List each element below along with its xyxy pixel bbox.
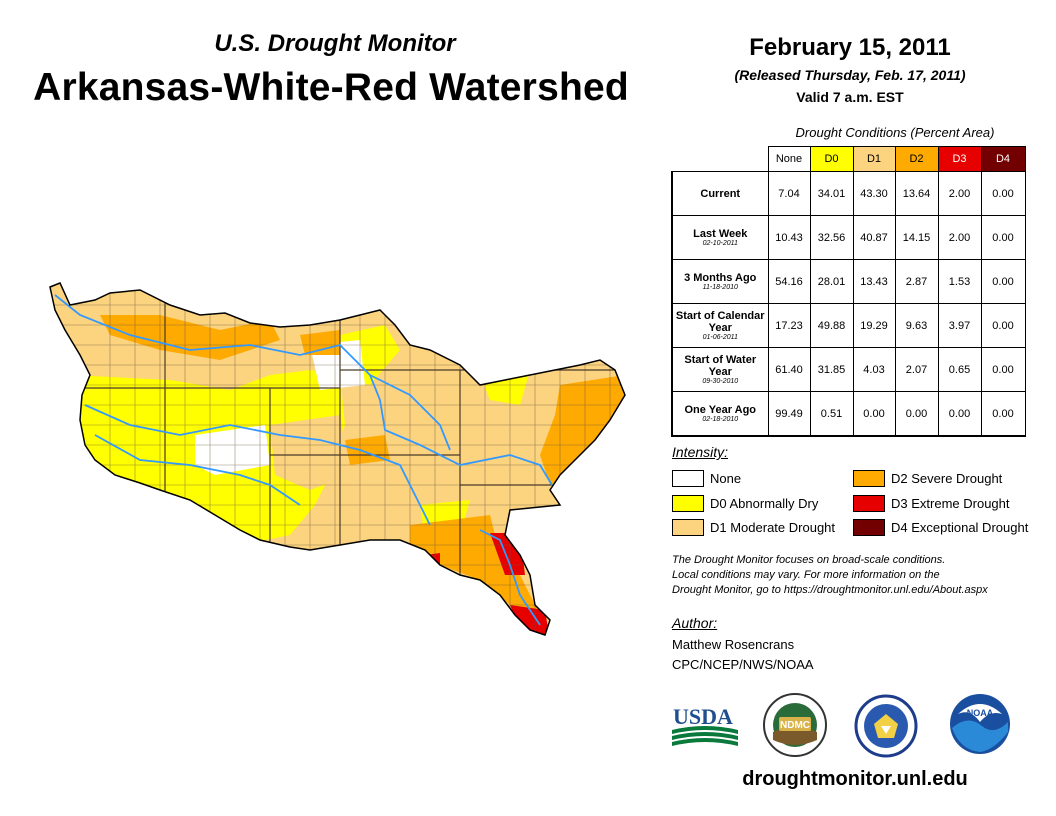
map-subtitle: U.S. Drought Monitor: [214, 30, 456, 57]
table-cell: 13.43: [852, 259, 896, 304]
table-cell: 0.00: [980, 347, 1026, 392]
table-cell: 3.97: [937, 303, 982, 348]
table-cell: 14.15: [894, 215, 939, 260]
table-cell: 49.88: [809, 303, 854, 348]
table-cell: 2.00: [937, 215, 982, 260]
table-cell: 34.01: [809, 171, 854, 216]
table-cell: 0.00: [980, 259, 1026, 304]
website-url[interactable]: droughtmonitor.unl.edu: [742, 768, 968, 790]
table-cell: 13.64: [894, 171, 939, 216]
drought-conditions-table: None D0 D1 D2 D3 D4 Current 7.04 34.01 4…: [671, 146, 1026, 437]
table-cell: 2.07: [894, 347, 939, 392]
table-row: One Year Ago 02-18-2010 99.49 0.51 0.00 0…: [671, 391, 1026, 437]
legend-swatch: [853, 470, 885, 488]
row-label: Current: [671, 171, 769, 216]
noaa-logo: NOAA: [950, 694, 1010, 754]
disclaimer-note: The Drought Monitor focuses on broad-sca…: [672, 554, 988, 596]
row-label: Last Week 02-10-2011: [671, 215, 769, 260]
legend-swatch: [672, 519, 704, 537]
author-heading: Author:: [672, 615, 718, 631]
legend-item-d3: D3 Extreme Drought: [853, 495, 1010, 513]
table-cell: 10.43: [767, 215, 811, 260]
usda-logo: USDA: [672, 704, 738, 746]
table-cell: 0.00: [852, 391, 896, 437]
table-cell: 4.03: [852, 347, 896, 392]
ndmc-logo-text: NDMC: [780, 720, 810, 731]
table-cell: 32.56: [809, 215, 854, 260]
table-cell: 31.85: [809, 347, 854, 392]
legend-swatch: [672, 495, 704, 513]
author-organization: CPC/NCEP/NWS/NOAA: [672, 657, 814, 672]
column-header: None: [767, 146, 811, 172]
table-cell: 0.00: [937, 391, 982, 437]
table-row: 3 Months Ago 11-18-2010 54.16 28.01 13.43…: [671, 259, 1026, 304]
table-cell: 9.63: [894, 303, 939, 348]
column-header: D4: [980, 146, 1026, 172]
table-cell: 61.40: [767, 347, 811, 392]
table-cell: 0.51: [809, 391, 854, 437]
table-cell: 17.23: [767, 303, 811, 348]
row-label: Start of Water Year 09-30-2010: [671, 347, 769, 392]
table-row: Last Week 02-10-2011 10.43 32.56 40.87 14…: [671, 215, 1026, 260]
table-cell: 2.00: [937, 171, 982, 216]
table-cell: 7.04: [767, 171, 811, 216]
usda-logo-text: USDA: [673, 704, 733, 729]
legend-item-none: None: [672, 470, 741, 488]
map-title: Arkansas-White-Red Watershed: [33, 66, 629, 109]
noaa-logo-text: NOAA: [967, 708, 994, 718]
table-header-row: None D0 D1 D2 D3 D4: [672, 146, 1026, 172]
legend-title: Intensity:: [672, 444, 729, 460]
table-cell: 28.01: [809, 259, 854, 304]
row-label: One Year Ago 02-18-2010: [671, 391, 769, 437]
table-row: Start of Calendar Year 01-06-2011 17.23 4…: [671, 303, 1026, 348]
legend-item-d4: D4 Exceptional Drought: [853, 519, 1028, 537]
table-cell: 43.30: [852, 171, 896, 216]
table-cell: 0.00: [980, 215, 1026, 260]
table-cell: 0.00: [980, 303, 1026, 348]
table-cell: 40.87: [852, 215, 896, 260]
ndmc-logo: NDMC: [763, 693, 827, 757]
table-cell: 0.65: [937, 347, 982, 392]
column-header: D2: [894, 146, 939, 172]
table-cell: 2.87: [894, 259, 939, 304]
map-date: February 15, 2011: [749, 34, 951, 61]
row-label: Start of Calendar Year 01-06-2011: [671, 303, 769, 348]
commerce-seal-logo: [854, 694, 918, 758]
table-cell: 0.00: [894, 391, 939, 437]
legend-swatch: [853, 519, 885, 537]
legend-item-d0: D0 Abnormally Dry: [672, 495, 818, 513]
row-label: 3 Months Ago 11-18-2010: [671, 259, 769, 304]
table-row: Current 7.04 34.01 43.30 13.64 2.00 0.00: [671, 171, 1026, 216]
table-cell: 0.00: [980, 171, 1026, 216]
valid-time: Valid 7 a.m. EST: [796, 89, 904, 105]
table-cell: 19.29: [852, 303, 896, 348]
legend-swatch: [853, 495, 885, 513]
column-header: D1: [852, 146, 896, 172]
table-cell: 1.53: [937, 259, 982, 304]
release-date: (Released Thursday, Feb. 17, 2011): [734, 67, 966, 83]
legend-item-d1: D1 Moderate Drought: [672, 519, 835, 537]
table-cell: 0.00: [980, 391, 1026, 437]
table-row: Start of Water Year 09-30-2010 61.40 31.8…: [671, 347, 1026, 392]
table-cell: 54.16: [767, 259, 811, 304]
column-header: D3: [937, 146, 982, 172]
watershed-map: [49, 282, 626, 636]
legend-swatch: [672, 470, 704, 488]
table-cell: 99.49: [767, 391, 811, 437]
author-name: Matthew Rosencrans: [672, 637, 795, 652]
column-header: D0: [809, 146, 854, 172]
table-caption: Drought Conditions (Percent Area): [795, 125, 995, 140]
legend-item-d2: D2 Severe Drought: [853, 470, 1002, 488]
